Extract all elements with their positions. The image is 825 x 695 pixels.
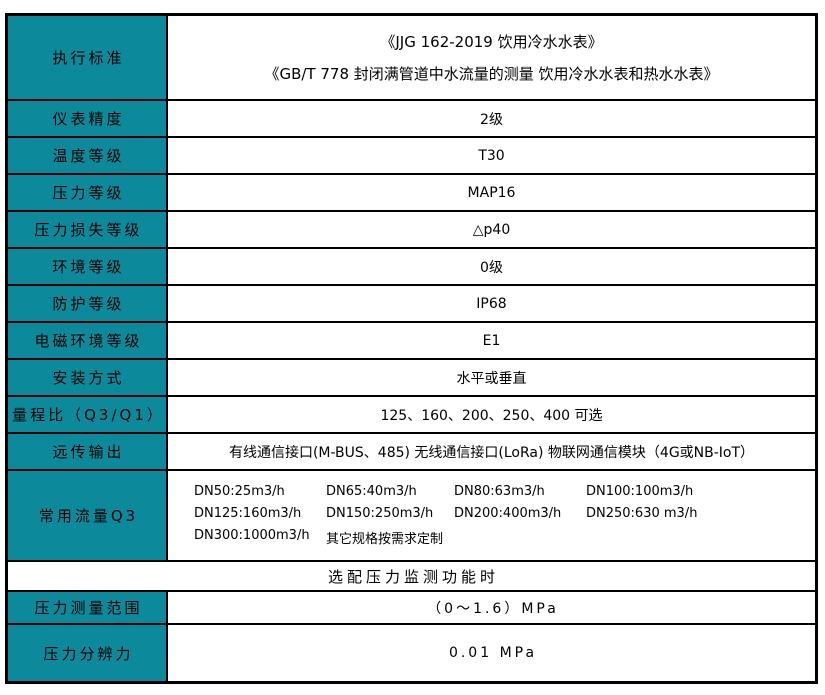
row-label: 安装方式 <box>8 360 168 395</box>
row-label: 压力测量范围 <box>8 592 168 623</box>
flow-item: DN150:250m3/h <box>326 506 434 521</box>
row-label: 压力分辨力 <box>8 625 168 681</box>
flow-item: DN300:1000m3/h <box>194 528 310 543</box>
standard-line-2: 《GB/T 778 封闭满管道中水流量的测量 饮用冷水水表和热水水表》 <box>264 65 719 83</box>
row-label: 执行标准 <box>8 16 168 99</box>
table-row-pressure-range: 压力测量范围 （0～1.6）MPa <box>8 590 815 623</box>
row-value: △p40 <box>472 221 511 238</box>
row-label: 电磁环境等级 <box>8 323 168 358</box>
flow-item: DN250:630 m3/h <box>586 506 698 521</box>
row-label: 压力等级 <box>8 175 168 210</box>
flow-item: DN50:25m3/h <box>194 484 285 499</box>
flow-item: 其它规格按需求定制 <box>326 532 444 547</box>
row-label: 防护等级 <box>8 286 168 321</box>
spec-table: 执行标准 《JJG 162-2019 饮用冷水水表》 《GB/T 778 封闭满… <box>5 13 818 684</box>
row-value: MAP16 <box>467 184 516 201</box>
row-label: 压力损失等级 <box>8 212 168 247</box>
standard-line-1: 《JJG 162-2019 饮用冷水水表》 <box>380 33 603 51</box>
row-value: 0.01 MPa <box>448 645 538 661</box>
flow-item: DN100:100m3/h <box>586 484 694 499</box>
table-row-remote-output: 远传输出 有线通信接口(M-BUS、485) 无线通信接口(LoRa) 物联网通… <box>8 432 815 469</box>
table-row-protection-class: 防护等级 IP68 <box>8 284 815 321</box>
row-value: IP68 <box>476 295 507 312</box>
table-row-standard: 执行标准 《JJG 162-2019 饮用冷水水表》 《GB/T 778 封闭满… <box>8 16 815 99</box>
table-row-temperature-class: 温度等级 T30 <box>8 136 815 173</box>
row-value: 有线通信接口(M-BUS、485) 无线通信接口(LoRa) 物联网通信模块（4… <box>228 444 755 461</box>
row-value: T30 <box>478 147 505 164</box>
table-row-flow-q3: 常用流量Q3 DN50:25m3/h DN65:40m3/h DN80:63m3… <box>8 469 815 560</box>
table-row-pressure-loss-class: 压力损失等级 △p40 <box>8 210 815 247</box>
flow-item: DN65:40m3/h <box>326 484 417 499</box>
table-row-pressure-resolution: 压力分辨力 0.01 MPa <box>8 623 815 681</box>
row-label: 远传输出 <box>8 434 168 469</box>
table-row-installation: 安装方式 水平或垂直 <box>8 358 815 395</box>
row-value-flow-grid: DN50:25m3/h DN65:40m3/h DN80:63m3/h DN10… <box>168 471 815 560</box>
table-row-turndown-ratio: 量程比（Q3/Q1） 125、160、200、250、400 可选 <box>8 395 815 432</box>
row-label: 量程比（Q3/Q1） <box>8 397 168 432</box>
merged-section-header: 选配压力监测功能时 <box>327 567 499 586</box>
row-label: 温度等级 <box>8 138 168 173</box>
row-value: 2级 <box>480 111 503 128</box>
row-label: 环境等级 <box>8 249 168 284</box>
row-value: 《JJG 162-2019 饮用冷水水表》 《GB/T 778 封闭满管道中水流… <box>168 16 815 99</box>
table-row-accuracy: 仪表精度 2级 <box>8 99 815 136</box>
row-value: 0级 <box>480 259 503 276</box>
row-value: 125、160、200、250、400 可选 <box>380 407 603 424</box>
row-value: 水平或垂直 <box>456 370 527 387</box>
table-row-emc-class: 电磁环境等级 E1 <box>8 321 815 358</box>
table-row-environment-class: 环境等级 0级 <box>8 247 815 284</box>
row-label: 仪表精度 <box>8 101 168 136</box>
table-row-optional-pressure-header: 选配压力监测功能时 <box>8 560 815 590</box>
row-value: E1 <box>482 332 501 349</box>
flow-item: DN125:160m3/h <box>194 506 302 521</box>
table-row-pressure-class: 压力等级 MAP16 <box>8 173 815 210</box>
flow-item: DN80:63m3/h <box>454 484 545 499</box>
row-value: （0～1.6）MPa <box>427 600 559 617</box>
flow-item: DN200:400m3/h <box>454 506 562 521</box>
row-label: 常用流量Q3 <box>8 471 168 560</box>
